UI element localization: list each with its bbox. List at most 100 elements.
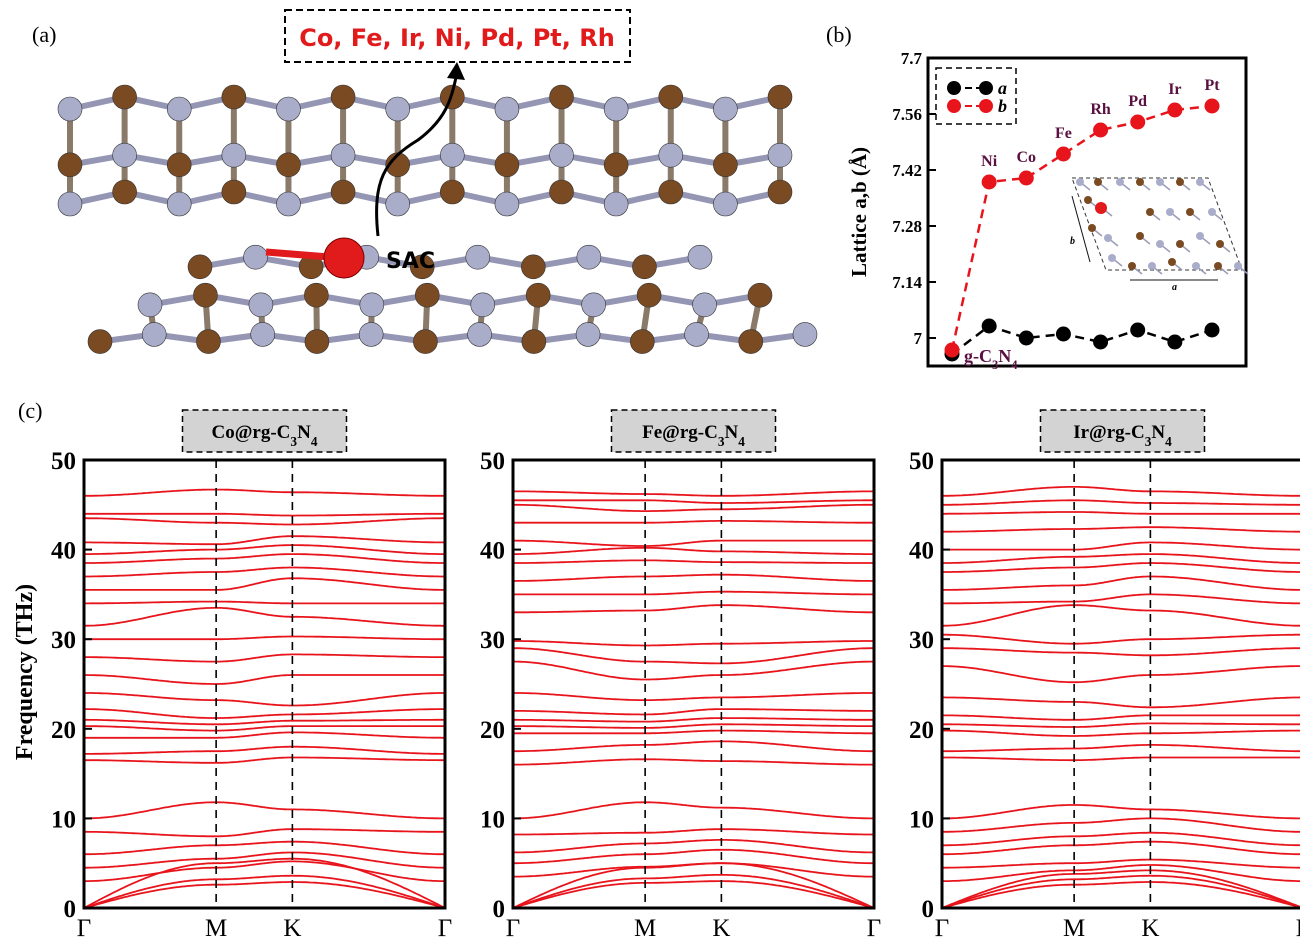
inset-carbon-atom <box>1088 224 1096 232</box>
phonon-band <box>941 881 1300 909</box>
nitrogen-atom <box>467 322 492 347</box>
nitrogen-atom <box>684 322 709 347</box>
carbon-atom <box>276 152 301 178</box>
inset-metal-atom <box>1095 202 1107 214</box>
phonon-band <box>84 566 445 578</box>
phonon-title-box <box>181 409 348 453</box>
nitrogen-atom <box>658 142 684 168</box>
phonon-band <box>942 722 1300 728</box>
phonon-band <box>513 708 874 716</box>
phonon-band <box>942 744 1300 753</box>
lattice-series-b-point <box>1167 102 1183 118</box>
legend-b-marker-2 <box>979 99 993 113</box>
kpath-label: Γ <box>506 915 520 940</box>
sac-arrowhead <box>447 62 465 80</box>
inset-nitrogen-atom <box>1116 178 1124 186</box>
elements-list: Co, Fe, Ir, Ni, Pd, Pt, Rh <box>299 24 615 52</box>
inset-nitrogen-atom <box>1108 254 1116 262</box>
phonon-band <box>513 499 874 504</box>
nitrogen-atom <box>359 292 385 318</box>
inset-nitrogen-atom <box>1148 262 1156 270</box>
phonon-plot-title: Ir@rg-C3N4 <box>1073 422 1172 449</box>
phonon-band <box>84 535 445 546</box>
carbon-atom <box>630 329 655 354</box>
nitrogen-atom <box>137 292 163 318</box>
phonon-band <box>942 729 1300 737</box>
carbon-atom <box>193 282 218 308</box>
carbon-atom <box>738 329 764 354</box>
lattice-y-tick-label: 7.28 <box>892 217 922 236</box>
phonon-band <box>942 840 1300 856</box>
inset-atoms <box>1076 178 1249 275</box>
phonon-band <box>942 831 1300 847</box>
frequency-tick-label: 20 <box>909 717 934 744</box>
phonon-band <box>84 517 445 526</box>
inset-nitrogen-atom <box>1156 178 1164 186</box>
phonon-band <box>513 604 874 614</box>
carbon-atom <box>747 282 773 308</box>
carbon-atom <box>385 152 410 178</box>
inset-a-label: a <box>1172 282 1177 293</box>
phonon-band <box>942 817 1300 833</box>
phonon-band <box>83 857 446 909</box>
nitrogen-atom <box>603 191 629 217</box>
panel-c-label: (c) <box>18 398 42 423</box>
lattice-series-b-point <box>1055 146 1071 162</box>
nitrogen-atom <box>330 142 356 168</box>
inset-nitrogen-atom <box>1166 208 1174 216</box>
phonon-band <box>942 499 1300 506</box>
sac-arrow <box>375 71 459 237</box>
nitrogen-atom <box>243 244 268 270</box>
phonon-band <box>513 758 874 766</box>
frequency-tick-label: 30 <box>51 627 76 654</box>
phonon-plot-1: Co@rg-C3N4 0 10 20 30 40 50 Γ M K Γ <box>51 409 452 940</box>
phonon-band <box>84 674 445 685</box>
frequency-tick-label: 50 <box>480 448 505 475</box>
nitrogen-atom <box>248 292 274 318</box>
carbon-atom <box>414 282 440 308</box>
lattice-y-tick-label: 7 <box>914 329 923 348</box>
nitrogen-atom <box>57 191 83 217</box>
phonon-band <box>84 860 445 882</box>
phonon-band <box>513 590 874 596</box>
carbon-atom <box>658 84 684 110</box>
kpath-label: Γ <box>438 915 452 940</box>
frequency-tick-label: 0 <box>64 896 77 923</box>
inset-carbon-atom <box>1146 208 1154 216</box>
nitrogen-atom <box>385 191 410 217</box>
nitrogen-atom <box>112 142 137 168</box>
panel-b-label: (b) <box>826 22 852 47</box>
phonon-band <box>84 718 445 726</box>
legend-a-marker-2 <box>979 81 993 95</box>
carbon-atom <box>549 179 574 205</box>
metal-atom <box>323 237 365 279</box>
phonon-band <box>83 874 446 909</box>
carbon-atom <box>196 329 221 354</box>
phonon-band <box>942 756 1300 762</box>
phonon-plot-frame <box>940 458 1300 910</box>
frequency-tick-label: 10 <box>51 806 76 833</box>
phonon-band <box>513 490 874 497</box>
inset-nitrogen-atom <box>1076 178 1084 186</box>
carbon-atom <box>166 152 192 178</box>
inset-carbon-atom <box>1214 262 1222 270</box>
inset-carbon-atom <box>1168 258 1176 266</box>
carbon-atom <box>494 152 520 178</box>
phonon-band <box>84 725 445 732</box>
lattice-y-ticks: 7 7.14 7.28 7.42 7.56 7.7 <box>892 49 936 348</box>
carbon-atom <box>304 282 329 308</box>
legend-a-label: a <box>998 78 1007 98</box>
carbon-atom <box>440 179 465 205</box>
nitrogen-atom <box>250 322 275 347</box>
phonon-band <box>942 714 1300 721</box>
kpath-label: Γ <box>935 915 949 940</box>
lattice-y-tick-label: 7.14 <box>892 273 922 292</box>
lattice-series-b-point <box>981 174 997 190</box>
inset-carbon-atom <box>1176 240 1184 248</box>
nitrogen-atom <box>792 322 818 347</box>
frequency-tick-label: 10 <box>909 806 934 833</box>
carbon-atom <box>658 179 684 205</box>
carbon-atom <box>112 84 137 110</box>
lattice-point-label: g-C3N4 <box>964 346 1018 372</box>
